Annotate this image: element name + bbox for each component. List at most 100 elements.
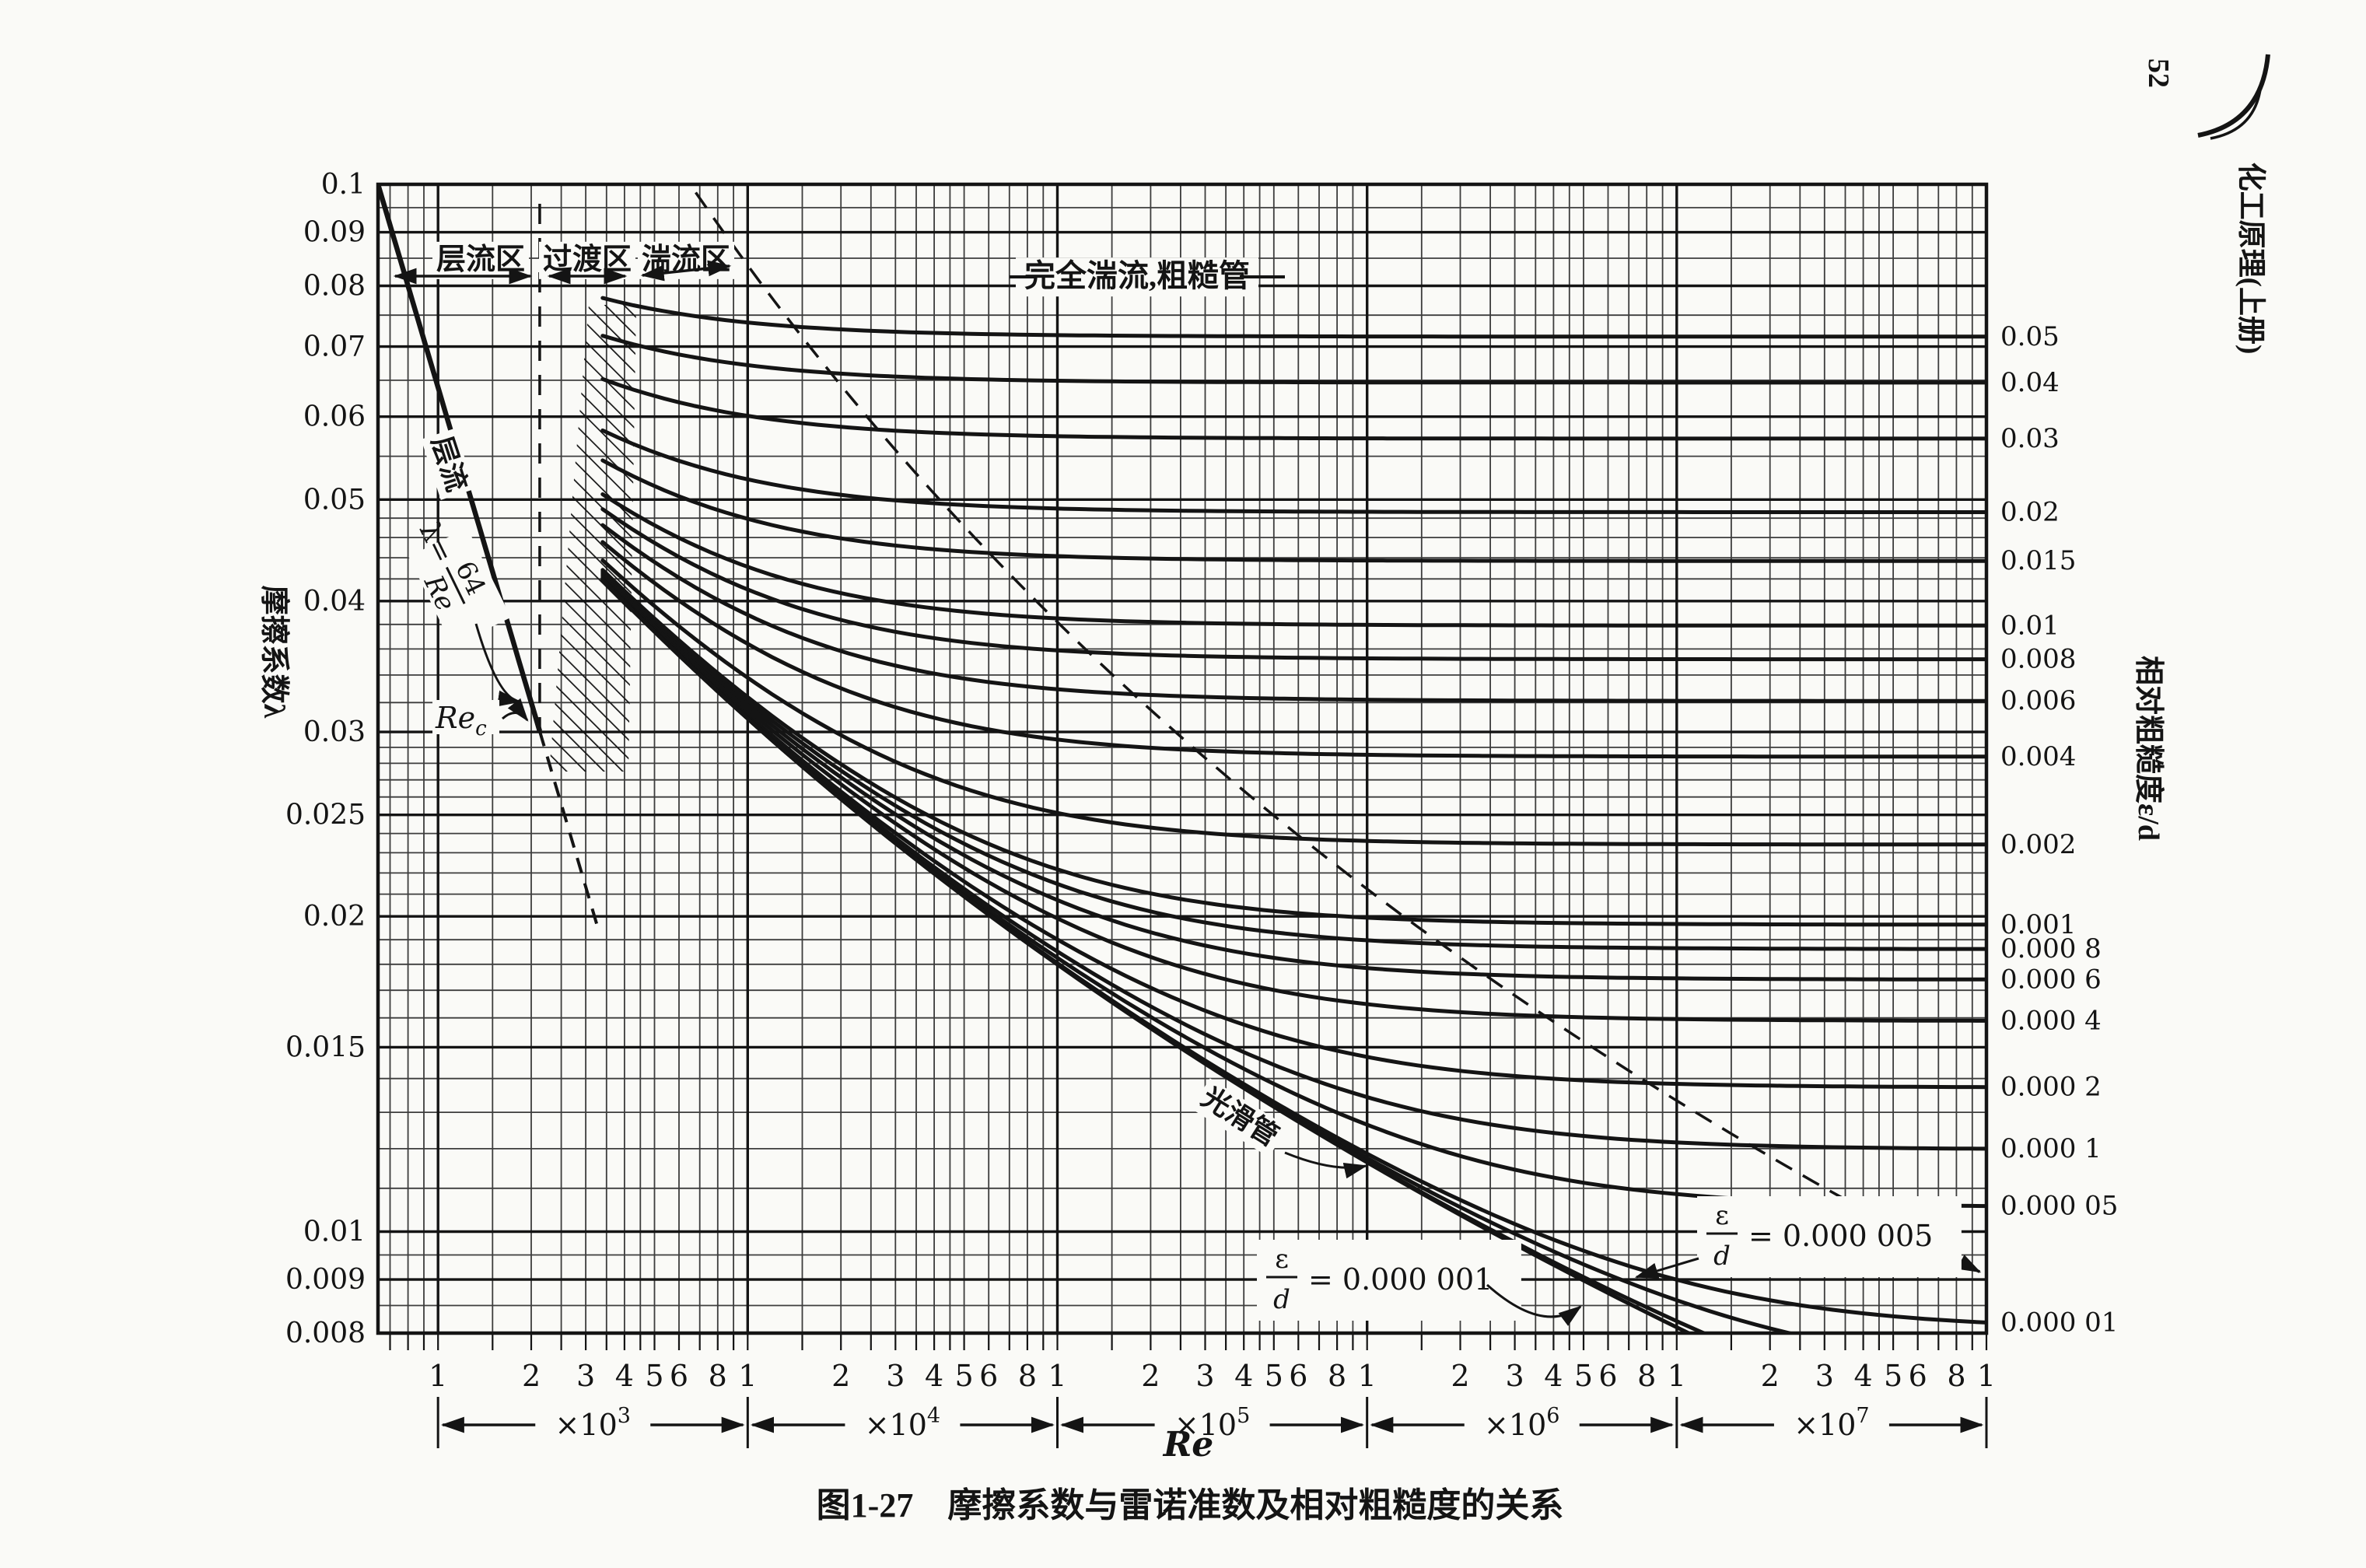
svg-text:6: 6	[1598, 1359, 1617, 1393]
critical-reynolds-label: Rec	[432, 700, 499, 740]
right-tick-0.008: 0.008	[2000, 644, 2076, 675]
svg-text:ε: ε	[1715, 1200, 1729, 1231]
curve-eps-d-0.0002	[600, 576, 1986, 1090]
plot-border	[376, 182, 1989, 1335]
left-tick-0.07: 0.07	[303, 331, 366, 363]
left-axis-labels: 0.1 0.09 0.08 0.07 0.06 0.05 0.04 0.03 0.025 0.02…	[285, 169, 366, 1349]
complete-turbulence-boundary	[688, 184, 1982, 1273]
curve-eps-d-0.001	[600, 568, 1986, 927]
svg-text:d: d	[1273, 1284, 1290, 1315]
svg-text:8: 8	[1328, 1359, 1346, 1393]
svg-text:8: 8	[709, 1359, 727, 1393]
flow-region-labels: 层流区 过渡区 湍流区	[393, 241, 734, 285]
curve-smooth-pipe	[600, 578, 1693, 1333]
right-tick-0.000 1: 0.000 1	[2000, 1133, 2102, 1164]
curve-eps-d-0.015	[600, 458, 1986, 563]
svg-text:8: 8	[1637, 1359, 1656, 1393]
left-tick-0.008: 0.008	[285, 1318, 366, 1349]
right-tick-0.000 4: 0.000 4	[2000, 1005, 2102, 1036]
svg-text:ε: ε	[1275, 1244, 1289, 1275]
right-tick-0.01: 0.01	[2000, 610, 2060, 641]
right-axis-labels: 0.05 0.04 0.03 0.02 0.015 0.010.008 0.006 0.004…	[2000, 321, 2118, 1339]
critical-zone-hatch	[549, 305, 636, 772]
left-tick-0.04: 0.04	[303, 586, 366, 618]
right-tick-0.006: 0.006	[2000, 685, 2076, 716]
svg-text:3: 3	[1195, 1359, 1214, 1393]
curve-eps-d-0.008	[600, 507, 1986, 662]
svg-text:1: 1	[429, 1359, 447, 1393]
svg-text:5: 5	[955, 1359, 974, 1393]
svg-text:2: 2	[522, 1359, 541, 1393]
right-tick-0.001: 0.001	[2000, 909, 2076, 940]
svg-text:d: d	[1713, 1241, 1731, 1272]
right-tick-0.04: 0.04	[2000, 367, 2060, 398]
left-tick-0.05: 0.05	[303, 484, 366, 516]
svg-text:1: 1	[1048, 1359, 1066, 1393]
left-tick-0.025: 0.025	[285, 800, 366, 831]
svg-text:4: 4	[615, 1359, 634, 1393]
svg-text:Rec: Rec	[435, 701, 487, 740]
curve-eps-d-0.0006	[600, 572, 1986, 982]
curve-eps-d-0.02	[600, 428, 1986, 514]
decade-label-3: ×103	[555, 1404, 631, 1442]
smooth-pipe-label: 光滑管	[1191, 1078, 1368, 1179]
left-tick-0.06: 0.06	[303, 401, 366, 433]
svg-text:6: 6	[1289, 1359, 1307, 1393]
right-tick-0.015: 0.015	[2000, 545, 2076, 576]
left-tick-0.02: 0.02	[303, 901, 366, 933]
svg-text:5: 5	[645, 1359, 663, 1393]
curve-eps-d-0.006	[600, 523, 1986, 703]
x-axis-decade-spans: ×103 ×104 ×105 ×106 ×107	[436, 1397, 1988, 1448]
x-axis-title: Re	[1162, 1425, 1214, 1465]
svg-text:层流区: 层流区	[436, 243, 525, 276]
chart-plot-area: 0.10.090.080.070.060.050.040.030.0250.02…	[285, 169, 2118, 1448]
curve-eps-d-0.004	[600, 540, 1986, 759]
decade-label-7: ×107	[1794, 1404, 1869, 1442]
svg-text:2: 2	[1761, 1359, 1780, 1393]
svg-text:6: 6	[979, 1359, 998, 1393]
left-tick-0.009: 0.009	[285, 1264, 366, 1296]
left-tick-0.09: 0.09	[303, 217, 366, 249]
curve-eps-d-0.01	[600, 492, 1986, 628]
svg-text:8: 8	[1947, 1359, 1965, 1393]
svg-text:= 0.000 001: = 0.000 001	[1308, 1262, 1493, 1297]
svg-text:4: 4	[1234, 1359, 1253, 1393]
left-tick-0.01: 0.01	[303, 1216, 366, 1248]
curve-eps-d-0.05	[600, 296, 1986, 339]
curve-eps-d-0.0004	[600, 574, 1986, 1023]
curve-eps-d-0.03	[600, 376, 1986, 441]
svg-text:5: 5	[1884, 1359, 1902, 1393]
left-tick-0.03: 0.03	[303, 716, 366, 748]
roughness-curves	[600, 296, 1986, 1333]
svg-text:3: 3	[886, 1359, 905, 1393]
left-tick-0.08: 0.08	[303, 270, 366, 302]
svg-text:4: 4	[925, 1359, 943, 1393]
right-tick-0.02: 0.02	[2000, 496, 2060, 527]
svg-text:6: 6	[1909, 1359, 1927, 1393]
fully-rough-label: 完全湍流,粗糙管	[1010, 257, 1285, 297]
svg-text:6: 6	[670, 1359, 688, 1393]
svg-text:2: 2	[831, 1359, 850, 1393]
decade-label-4: ×104	[865, 1404, 940, 1442]
left-axis-title: 摩擦系数λ	[257, 586, 290, 719]
right-tick-0.004: 0.004	[2000, 741, 2076, 772]
left-tick-0.015: 0.015	[285, 1031, 366, 1063]
svg-text:5: 5	[1574, 1359, 1593, 1393]
right-tick-0.05: 0.05	[2000, 321, 2060, 352]
svg-text:4: 4	[1544, 1359, 1563, 1393]
x-axis-tick-comb	[389, 1333, 1988, 1350]
svg-text:1: 1	[1668, 1359, 1686, 1393]
svg-text:1: 1	[738, 1359, 757, 1393]
right-tick-0.000 6: 0.000 6	[2000, 964, 2102, 995]
svg-text:= 0.000 005: = 0.000 005	[1748, 1219, 1933, 1253]
spine-decoration-arcs	[2197, 54, 2270, 140]
svg-text:2: 2	[1141, 1359, 1160, 1393]
svg-text:1: 1	[1358, 1359, 1377, 1393]
book-title: 化工原理(上册)	[2235, 163, 2267, 355]
right-tick-0.000 01: 0.000 01	[2000, 1307, 2118, 1338]
svg-text:5: 5	[1265, 1359, 1283, 1393]
